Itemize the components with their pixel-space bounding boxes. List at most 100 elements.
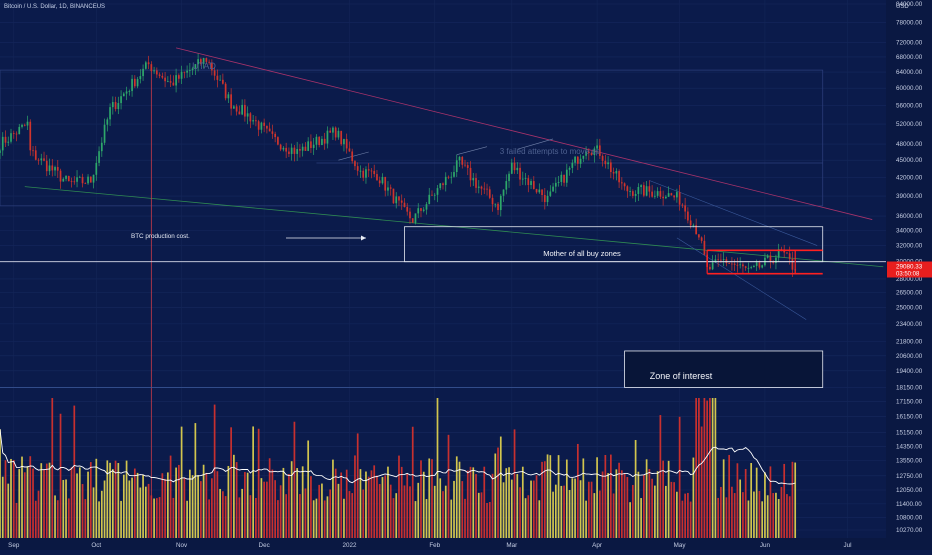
candle-body bbox=[464, 164, 466, 166]
price-tick-label: 21800.00 bbox=[896, 339, 923, 346]
volume-bar bbox=[169, 455, 172, 538]
channel-line bbox=[649, 180, 818, 246]
candle-body bbox=[266, 125, 268, 129]
candle-body bbox=[150, 64, 153, 72]
volume-bar bbox=[398, 455, 400, 538]
price-tick-label: 10800.00 bbox=[896, 514, 923, 521]
volume-bar bbox=[312, 500, 315, 538]
volume-bar bbox=[18, 469, 21, 538]
volume-bar bbox=[687, 492, 689, 538]
candle-series bbox=[0, 53, 797, 277]
volume-bar bbox=[392, 498, 395, 538]
candle-body bbox=[560, 174, 563, 182]
candle-body bbox=[139, 76, 142, 80]
candle-body bbox=[780, 249, 783, 250]
attempt-marker bbox=[517, 138, 554, 150]
candle-body bbox=[15, 133, 18, 135]
volume-bar bbox=[791, 461, 794, 538]
candle-body bbox=[227, 94, 230, 99]
candle-body bbox=[222, 79, 224, 84]
candle-body bbox=[596, 145, 598, 149]
candle-body bbox=[508, 173, 510, 182]
volume-bar bbox=[604, 454, 607, 538]
volume-bar bbox=[615, 469, 618, 538]
volume-bar bbox=[29, 456, 32, 538]
volume-bar bbox=[378, 484, 381, 538]
price-tick-label: 56000.00 bbox=[896, 102, 923, 109]
candle-body bbox=[142, 68, 144, 77]
time-tick-label: Dec bbox=[259, 542, 270, 549]
volume-bar bbox=[692, 457, 695, 538]
volume-bar bbox=[420, 460, 422, 538]
candle-body bbox=[667, 193, 670, 197]
candle-body bbox=[442, 183, 444, 186]
candle-body bbox=[483, 188, 486, 190]
volume-bar bbox=[310, 476, 312, 538]
candle-body bbox=[92, 174, 95, 183]
candle-body bbox=[282, 147, 285, 150]
candle-body bbox=[395, 196, 398, 204]
candle-body bbox=[731, 263, 733, 265]
candle-body bbox=[714, 259, 717, 263]
volume-bar bbox=[623, 473, 626, 538]
candle-body bbox=[703, 240, 706, 255]
candle-body bbox=[23, 124, 26, 126]
volume-bar bbox=[359, 469, 362, 538]
volume-bar bbox=[670, 481, 673, 538]
volume-bar bbox=[337, 483, 340, 538]
volume-bar bbox=[98, 501, 100, 538]
price-tick-label: 10270.00 bbox=[896, 527, 923, 534]
candle-body bbox=[274, 133, 277, 138]
volume-bar bbox=[524, 498, 527, 538]
candle-body bbox=[136, 79, 139, 87]
candle-body bbox=[296, 149, 299, 154]
candle-body bbox=[348, 148, 351, 152]
volume-bar bbox=[43, 469, 45, 538]
candle-body bbox=[89, 176, 92, 183]
volume-bar bbox=[695, 398, 697, 538]
candle-body bbox=[7, 141, 10, 143]
volume-bar bbox=[725, 497, 728, 538]
candle-body bbox=[513, 162, 516, 171]
candle-body bbox=[378, 180, 381, 184]
candle-body bbox=[593, 148, 596, 156]
candle-body bbox=[532, 181, 535, 190]
candle-body bbox=[45, 160, 48, 172]
price-tick-label: 12050.00 bbox=[896, 487, 923, 494]
volume-bar bbox=[659, 415, 662, 538]
volume-bar bbox=[67, 498, 70, 538]
candle-body bbox=[659, 191, 662, 197]
candle-body bbox=[458, 156, 461, 161]
volume-bar bbox=[574, 478, 576, 538]
volume-bar bbox=[213, 404, 216, 538]
candle-body bbox=[601, 155, 604, 161]
volume-bar bbox=[684, 493, 686, 538]
volume-bar bbox=[494, 453, 497, 538]
volume-bar bbox=[645, 459, 648, 538]
volume-bar bbox=[513, 429, 516, 538]
candle-body bbox=[4, 136, 7, 143]
candle-body bbox=[367, 169, 370, 171]
volume-bar bbox=[244, 472, 246, 538]
candle-body bbox=[546, 195, 549, 203]
volume-bar bbox=[197, 475, 199, 538]
candle-body bbox=[620, 182, 623, 184]
volume-bar bbox=[786, 494, 788, 538]
candle-body bbox=[114, 102, 117, 110]
candle-body bbox=[444, 176, 447, 186]
volume-bar bbox=[612, 493, 615, 538]
candle-body bbox=[288, 151, 290, 154]
volume-bar bbox=[125, 460, 128, 538]
candle-body bbox=[194, 64, 197, 69]
candle-body bbox=[373, 170, 376, 175]
candle-body bbox=[615, 171, 618, 174]
volume-bar bbox=[4, 460, 7, 538]
volume-bar bbox=[183, 477, 186, 538]
volume-bar bbox=[150, 495, 153, 538]
volume-bar bbox=[59, 413, 62, 538]
candle-body bbox=[742, 264, 744, 267]
candle-body bbox=[73, 181, 76, 183]
volume-bar bbox=[499, 436, 502, 538]
